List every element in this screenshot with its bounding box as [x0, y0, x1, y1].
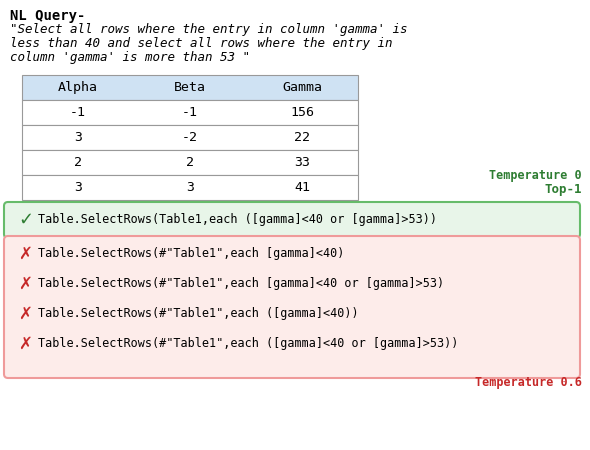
- Text: 156: 156: [290, 106, 314, 119]
- Text: 2: 2: [74, 156, 82, 169]
- Text: 33: 33: [294, 156, 310, 169]
- Text: Temperature 0.6: Temperature 0.6: [475, 376, 582, 389]
- FancyBboxPatch shape: [4, 236, 580, 378]
- Text: Table.SelectRows(Table1,each ([gamma]<40 or [gamma]>53)): Table.SelectRows(Table1,each ([gamma]<40…: [38, 213, 437, 226]
- Text: Table.SelectRows(#"Table1",each ([gamma]<40)): Table.SelectRows(#"Table1",each ([gamma]…: [38, 307, 359, 320]
- FancyBboxPatch shape: [22, 100, 358, 125]
- FancyBboxPatch shape: [22, 150, 358, 175]
- Text: Table.SelectRows(#"Table1",each [gamma]<40): Table.SelectRows(#"Table1",each [gamma]<…: [38, 248, 345, 261]
- Text: 3: 3: [74, 131, 82, 144]
- Text: Top-1: Top-1: [545, 183, 582, 196]
- Text: -2: -2: [182, 131, 198, 144]
- Text: ✗: ✗: [18, 245, 32, 263]
- Text: less than 40 and select all rows where the entry in: less than 40 and select all rows where t…: [10, 37, 392, 50]
- Text: Beta: Beta: [174, 81, 206, 94]
- FancyBboxPatch shape: [22, 125, 358, 150]
- Text: 41: 41: [294, 181, 310, 194]
- Text: column 'gamma' is more than 53 ": column 'gamma' is more than 53 ": [10, 51, 250, 64]
- Text: ✓: ✓: [18, 211, 33, 229]
- Text: 3: 3: [74, 181, 82, 194]
- Text: 22: 22: [294, 131, 310, 144]
- Text: ✗: ✗: [18, 335, 32, 353]
- Text: Table.SelectRows(#"Table1",each ([gamma]<40 or [gamma]>53)): Table.SelectRows(#"Table1",each ([gamma]…: [38, 338, 458, 351]
- Text: Gamma: Gamma: [282, 81, 322, 94]
- Text: Temperature 0: Temperature 0: [489, 169, 582, 182]
- Text: ✗: ✗: [18, 275, 32, 293]
- Text: Table.SelectRows(#"Table1",each [gamma]<40 or [gamma]>53): Table.SelectRows(#"Table1",each [gamma]<…: [38, 278, 444, 291]
- FancyBboxPatch shape: [22, 75, 358, 100]
- Text: -1: -1: [182, 106, 198, 119]
- Text: 3: 3: [186, 181, 194, 194]
- FancyBboxPatch shape: [22, 175, 358, 200]
- Text: 2: 2: [186, 156, 194, 169]
- Text: NL Query-: NL Query-: [10, 9, 86, 23]
- FancyBboxPatch shape: [4, 202, 580, 238]
- Text: Alpha: Alpha: [58, 81, 98, 94]
- Text: -1: -1: [70, 106, 86, 119]
- Text: "Select all rows where the entry in column 'gamma' is: "Select all rows where the entry in colu…: [10, 23, 408, 36]
- Text: ✗: ✗: [18, 305, 32, 323]
